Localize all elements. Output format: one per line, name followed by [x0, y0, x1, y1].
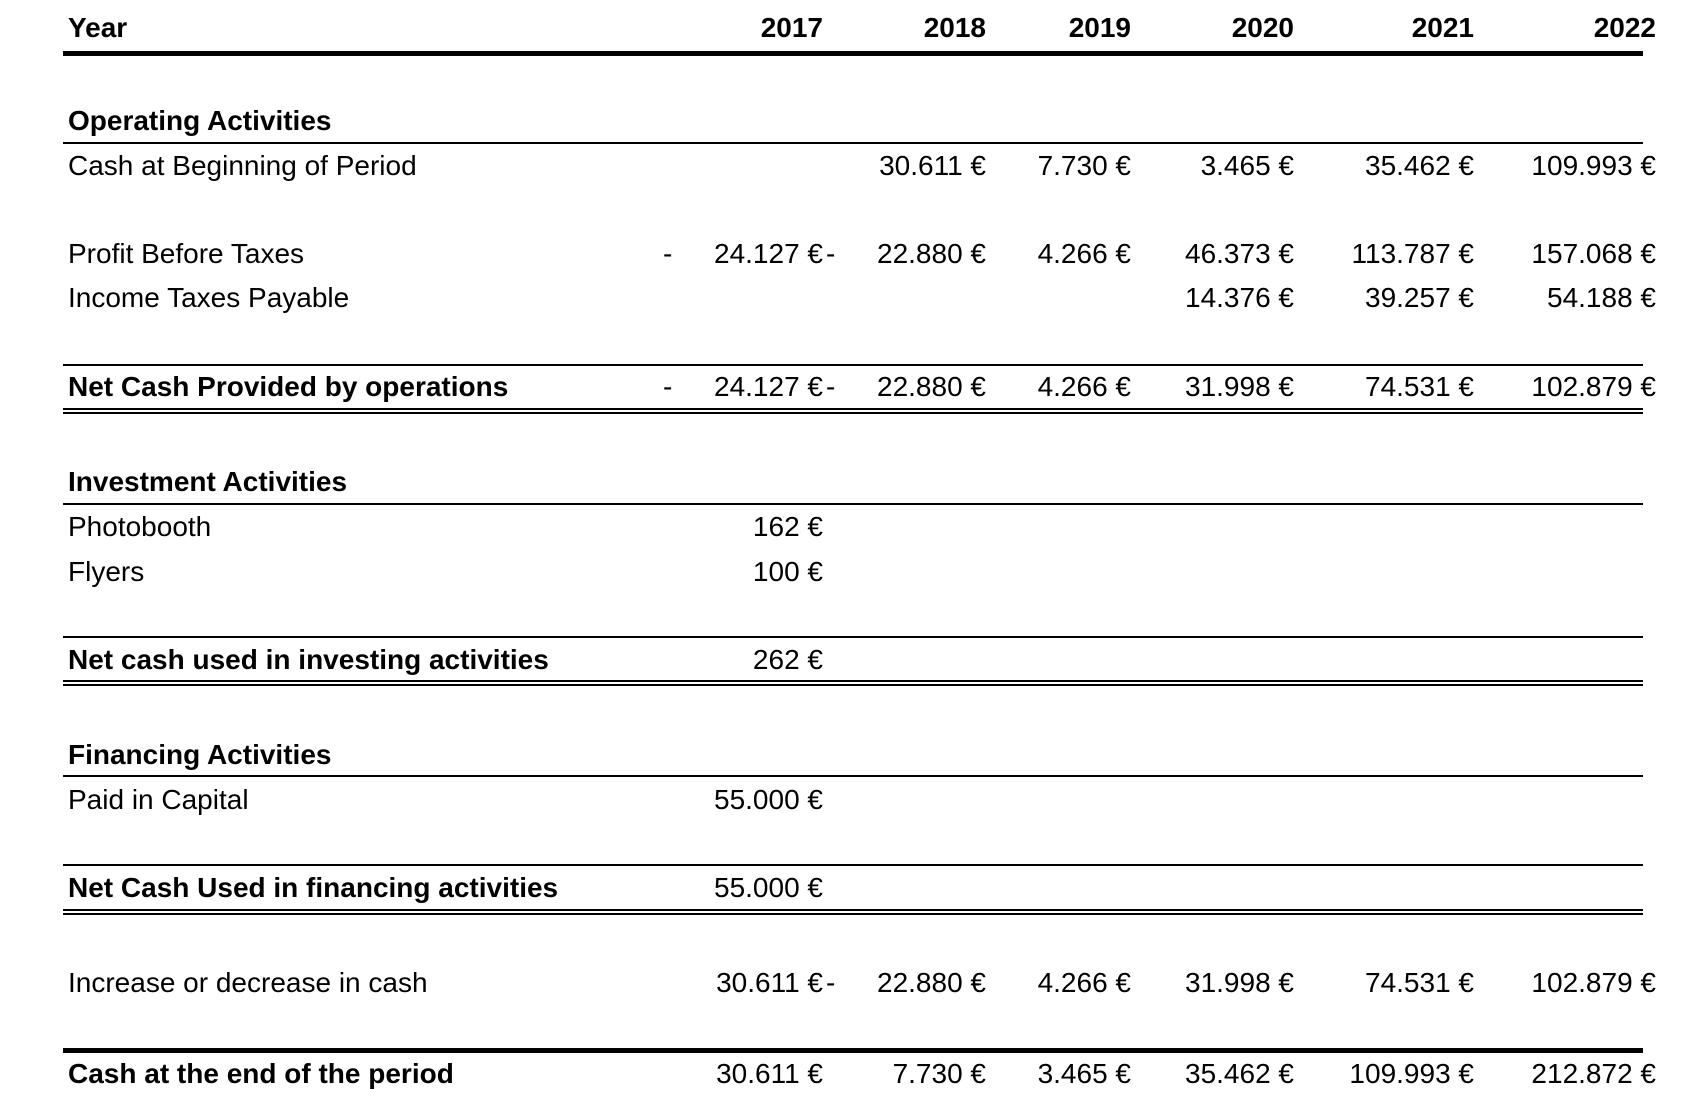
year-2020: 2020: [1231, 12, 1294, 43]
value-2019: -4.266 €: [971, 963, 1131, 1003]
flyers-row: Flyers 100 €: [63, 552, 1643, 592]
value-2018: [826, 278, 986, 318]
operations-double-rule: [63, 408, 1643, 414]
cash-beginning-row: Cash at Beginning of Period 30.611 € 7.7…: [63, 146, 1656, 186]
value-2022: 102.879 €: [1531, 371, 1656, 402]
investment-title-row: Investment Activities: [63, 462, 1643, 502]
value-2019: -4.266 €: [971, 234, 1131, 274]
net-cash-investing-row: Net cash used in investing activities 26…: [63, 640, 1643, 680]
financing-title-rule: [63, 775, 1643, 777]
operations-top-rule: [63, 364, 1643, 366]
financing-top-rule: [63, 864, 1643, 866]
row-label: Net Cash Used in financing activities: [68, 872, 559, 903]
value-2017: [663, 278, 823, 318]
row-label: Cash at the end of the period: [68, 1058, 454, 1089]
value-2019: 3.465 €: [1037, 1058, 1131, 1089]
value-2017: 30.611 €: [716, 1058, 823, 1089]
investment-title: Investment Activities: [68, 466, 348, 497]
value-2020: 3.465 €: [1200, 150, 1294, 181]
value-2017: -24.127 €: [663, 234, 823, 274]
value-2017: 30.611 €: [716, 967, 823, 998]
cash-end-row: Cash at the end of the period 30.611 € 7…: [63, 1054, 1656, 1094]
negative-sign: -: [826, 238, 836, 269]
paid-in-capital-row: Paid in Capital 55.000 €: [63, 780, 1643, 820]
value-2017: 100 €: [752, 556, 823, 587]
value-2018: 30.611 €: [879, 150, 986, 181]
year-2021: 2021: [1411, 12, 1474, 43]
year-2017: 2017: [760, 12, 823, 43]
financing-title-row: Financing Activities: [63, 735, 1643, 775]
value-2021: 35.462 €: [1365, 150, 1474, 181]
year-2018: 2018: [923, 12, 986, 43]
negative-sign: -: [826, 967, 836, 998]
negative-sign: -: [663, 238, 673, 269]
row-label: Photobooth: [68, 511, 212, 542]
value-2021: 113.787 €: [1351, 238, 1475, 269]
value-2017: 55.000 €: [714, 872, 823, 903]
row-label: Net cash used in investing activities: [68, 644, 549, 675]
end-period-rule: [63, 1048, 1643, 1053]
investing-double-rule: [63, 680, 1643, 686]
value-2021: 74.531 €: [1365, 371, 1474, 402]
year-2019: 2019: [1068, 12, 1131, 43]
financing-title: Financing Activities: [68, 739, 332, 770]
value-2022: 157.068 €: [1531, 238, 1656, 269]
value-2017: 262 €: [752, 644, 823, 675]
header-rule: [63, 51, 1643, 56]
income-taxes-row: Income Taxes Payable 14.376 € 39.257 € 5…: [63, 278, 1656, 318]
investment-title-rule: [63, 503, 1643, 505]
value-2017: -24.127 €: [663, 367, 823, 407]
profit-before-taxes-row: Profit Before Taxes -24.127 € -22.880 € …: [63, 234, 1656, 274]
value-2020: 35.462 €: [1185, 1058, 1294, 1089]
increase-row: Increase or decrease in cash 30.611 € -2…: [63, 963, 1656, 1003]
investing-top-rule: [63, 636, 1643, 638]
net-cash-financing-row: Net Cash Used in financing activities 55…: [63, 868, 1643, 908]
value-2018: -22.880 €: [826, 234, 986, 274]
header-row: Year 2017 2018 2019 2020 2021 2022: [63, 8, 1656, 48]
row-label: Paid in Capital: [68, 784, 249, 815]
operating-title-rule: [63, 142, 1643, 144]
value-2022: 212.872 €: [1531, 1058, 1656, 1089]
operating-title-row: Operating Activities: [63, 101, 1643, 141]
row-label: Income Taxes Payable: [68, 282, 350, 313]
value-2018: -22.880 €: [826, 367, 986, 407]
value-2021: 109.993 €: [1349, 1058, 1474, 1089]
value-2018: -22.880 €: [826, 963, 986, 1003]
value-2019: -4.266 €: [971, 367, 1131, 407]
row-label: Cash at Beginning of Period: [68, 150, 417, 181]
negative-sign: -: [971, 967, 981, 998]
operating-title: Operating Activities: [68, 105, 332, 136]
year-label: Year: [68, 12, 128, 43]
row-label: Net Cash Provided by operations: [68, 371, 509, 402]
value-2020: 31.998 €: [1185, 371, 1294, 402]
financing-double-rule: [63, 909, 1643, 915]
negative-sign: -: [971, 238, 981, 269]
value-2017: [663, 146, 823, 186]
negative-sign: -: [826, 371, 836, 402]
value-2020: 14.376 €: [1185, 282, 1294, 313]
value-2022: 102.879 €: [1531, 967, 1656, 998]
value-2022: 54.188 €: [1547, 282, 1656, 313]
negative-sign: -: [971, 371, 981, 402]
year-2022: 2022: [1593, 12, 1656, 43]
value-2017: 55.000 €: [714, 784, 823, 815]
value-2020: 31.998 €: [1185, 967, 1294, 998]
value-2019: 7.730 €: [1037, 150, 1131, 181]
row-label: Increase or decrease in cash: [68, 967, 428, 998]
value-2021: 39.257 €: [1365, 282, 1474, 313]
value-2017: 162 €: [752, 511, 823, 542]
value-2021: 74.531 €: [1365, 967, 1474, 998]
photobooth-row: Photobooth 162 €: [63, 507, 1643, 547]
negative-sign: -: [663, 371, 673, 402]
value-2020: 46.373 €: [1185, 238, 1294, 269]
value-2018: 7.730 €: [892, 1058, 986, 1089]
value-2022: 109.993 €: [1531, 150, 1656, 181]
row-label: Flyers: [68, 556, 145, 587]
value-2019: [971, 278, 1131, 318]
net-cash-operations-row: Net Cash Provided by operations -24.127 …: [63, 367, 1656, 407]
row-label: Profit Before Taxes: [68, 238, 305, 269]
